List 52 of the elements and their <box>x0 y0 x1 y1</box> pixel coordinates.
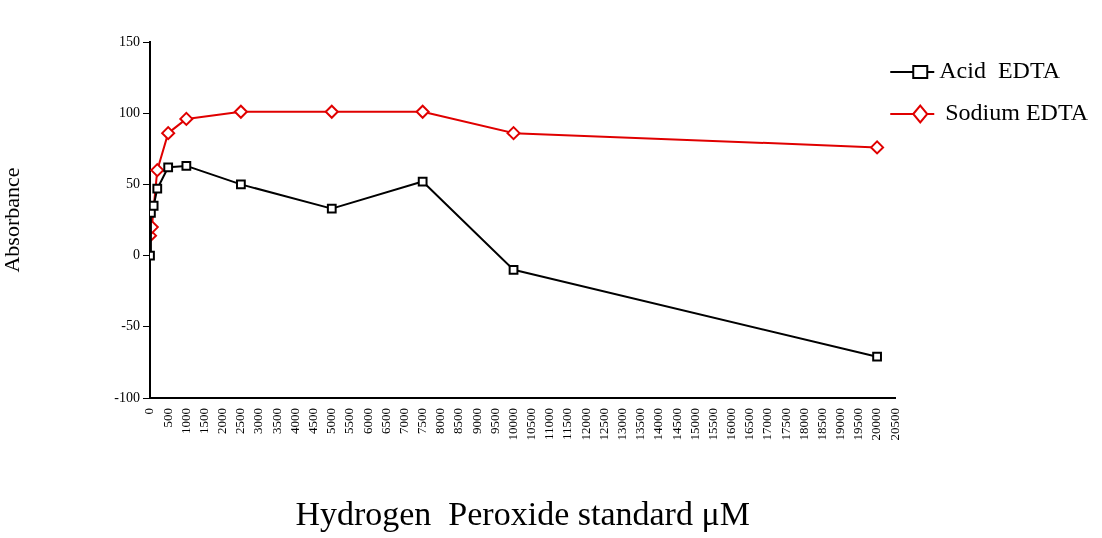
y-tick-label: -100 <box>114 389 140 405</box>
x-tick-label: 17500 <box>777 408 793 441</box>
y-tick-label: 100 <box>119 104 140 120</box>
x-tick-label: 14500 <box>668 408 684 441</box>
x-tick-label: 8500 <box>450 408 466 434</box>
x-tick-label: 3500 <box>268 408 284 434</box>
x-tick-label: 9500 <box>486 408 502 434</box>
y-axis-title: Absorbance <box>0 167 24 273</box>
x-axis-title: Hydrogen Peroxide standard μM <box>295 494 750 532</box>
x-tick-label: 0 <box>141 408 157 415</box>
x-tick-label: 19500 <box>850 408 866 441</box>
x-tick-label: 6000 <box>359 408 375 434</box>
x-tick-label: 13000 <box>614 408 630 441</box>
x-tick-label: 11500 <box>559 408 575 441</box>
x-tick-label: 1500 <box>195 408 211 434</box>
y-tick-label: 0 <box>133 247 140 263</box>
x-tick-label: 11000 <box>541 408 557 441</box>
x-tick-label: 3000 <box>250 408 266 434</box>
x-tick-label: 15500 <box>704 408 720 441</box>
legend-label: Acid EDTA <box>939 57 1061 84</box>
x-tick-label: 5500 <box>341 408 357 434</box>
x-tick-label: 4000 <box>286 408 302 434</box>
x-tick-label: 7500 <box>414 408 430 434</box>
x-tick-label: 2500 <box>232 408 248 434</box>
x-tick-label: 17000 <box>759 408 775 441</box>
x-tick-label: 10500 <box>523 408 539 441</box>
x-tick-label: 9000 <box>468 408 484 434</box>
x-tick-label: 13500 <box>632 408 648 441</box>
x-tick-label: 18500 <box>813 408 829 441</box>
x-tick-label: 10000 <box>504 408 520 441</box>
x-tick-label: 7000 <box>395 408 411 434</box>
x-tick-label: 19000 <box>832 408 848 441</box>
x-tick-label: 20500 <box>886 408 902 441</box>
y-tick-label: 50 <box>126 176 140 192</box>
x-tick-label: 500 <box>159 408 175 428</box>
x-tick-label: 8000 <box>432 408 448 434</box>
x-tick-label: 6500 <box>377 408 393 434</box>
x-tick-label: 14000 <box>650 408 666 441</box>
x-tick-label: 12000 <box>577 408 593 441</box>
x-tick-label: 16000 <box>723 408 739 441</box>
x-tick-label: 4500 <box>305 408 321 434</box>
x-tick-label: 16500 <box>741 408 757 441</box>
x-tick-label: 1000 <box>177 408 193 434</box>
y-tick-label: -50 <box>121 318 140 334</box>
x-tick-label: 20000 <box>868 408 884 441</box>
x-tick-label: 5000 <box>323 408 339 434</box>
x-tick-label: 2000 <box>214 408 230 434</box>
y-tick-label: 150 <box>119 33 140 49</box>
legend-label: Sodium EDTA <box>939 99 1089 126</box>
x-tick-label: 18000 <box>795 408 811 441</box>
x-tick-label: 12500 <box>595 408 611 441</box>
x-tick-label: 15000 <box>686 408 702 441</box>
